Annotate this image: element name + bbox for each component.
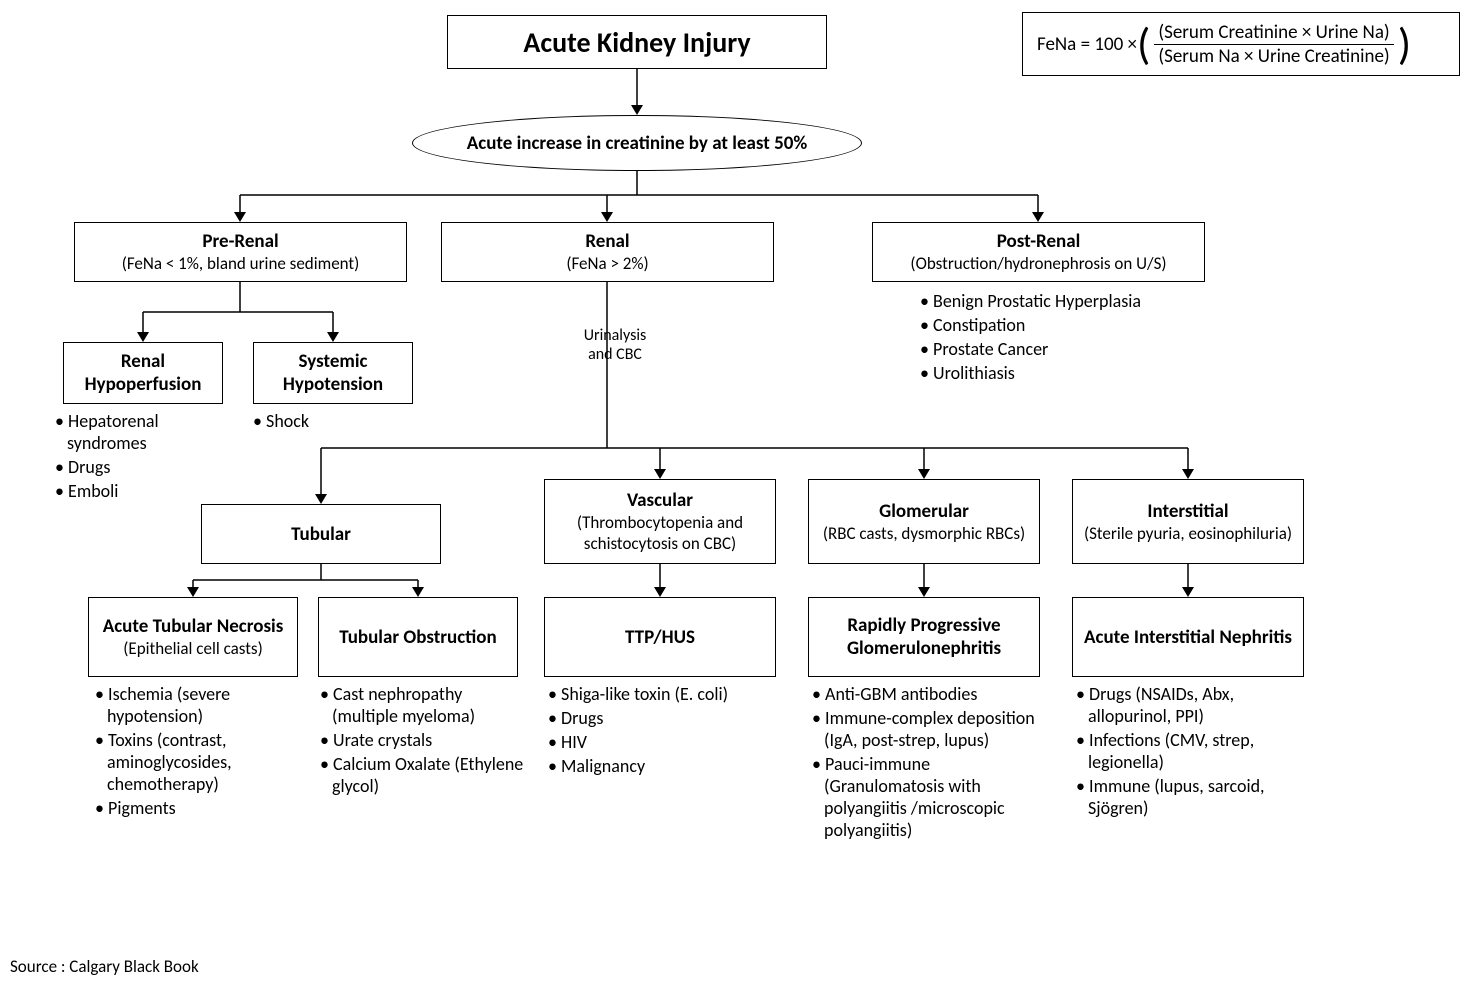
bullet-item: Pigments — [95, 797, 305, 819]
bullet-item: Constipation — [920, 314, 1220, 336]
tubular-box: Tubular — [201, 504, 441, 564]
ttp-hus-box: TTP/HUS — [544, 597, 776, 677]
node-subtitle: (Obstruction/hydronephrosis on U/S) — [910, 253, 1166, 274]
rpgn-box: Rapidly Progressive Glomerulonephritis — [808, 597, 1040, 677]
formula-lhs: FeNa = 100 × — [1037, 33, 1137, 56]
paren-icon: ) — [1398, 22, 1411, 66]
bullet-item: Pauci-immune (Granulomatosis with polyan… — [812, 753, 1044, 841]
rpgn-bullets: Anti-GBM antibodiesImmune-complex deposi… — [812, 683, 1044, 843]
postrenal-box: Post-Renal(Obstruction/hydronephrosis on… — [872, 222, 1205, 282]
node-title: Interstitial — [1147, 500, 1228, 523]
bullet-item: Toxins (contrast, aminoglycosides, chemo… — [95, 729, 305, 795]
node-title: Acute Kidney Injury — [523, 25, 750, 60]
node-title: Pre-Renal — [202, 230, 278, 253]
node-subtitle: (FeNa > 2%) — [566, 253, 648, 274]
bullet-item: Malignancy — [548, 755, 773, 777]
node-title: Rapidly Progressive Glomerulonephritis — [813, 614, 1035, 660]
bullet-item: Cast nephropathy (multiple myeloma) — [320, 683, 530, 727]
node-subtitle: (RBC casts, dysmorphic RBCs) — [823, 523, 1025, 544]
bullet-item: Drugs — [55, 456, 235, 478]
node-title: Post-Renal — [997, 230, 1081, 253]
node-title: Acute Interstitial Nephritis — [1084, 626, 1292, 649]
definition-text: Acute increase in creatinine by at least… — [467, 132, 808, 155]
bullet-item: Ischemia (severe hypotension) — [95, 683, 305, 727]
ttp-hus-bullets: Shiga-like toxin (E. coli)DrugsHIVMalign… — [548, 683, 773, 779]
title-box: Acute Kidney Injury — [447, 15, 827, 69]
node-title: Renal — [585, 230, 629, 253]
diagram-stage: Acute Kidney Injury Acute increase in cre… — [0, 0, 1476, 988]
tubular-obstruction-box: Tubular Obstruction — [318, 597, 518, 677]
urinalysis-cbc-label: Urinalysisand CBC — [570, 326, 660, 364]
node-title: Vascular — [627, 489, 693, 512]
tubular-obstruction-bullets: Cast nephropathy (multiple myeloma)Urate… — [320, 683, 530, 799]
bullet-item: Hepatorenal syndromes — [55, 410, 235, 454]
node-title: Tubular Obstruction — [339, 626, 496, 649]
bullet-item: Calcium Oxalate (Ethylene glycol) — [320, 753, 530, 797]
bullet-item: Shiga-like toxin (E. coli) — [548, 683, 773, 705]
definition-ellipse: Acute increase in creatinine by at least… — [412, 115, 862, 171]
bullet-item: Prostate Cancer — [920, 338, 1220, 360]
node-title: TTP/HUS — [625, 626, 695, 649]
bullet-item: Immune-complex deposition (IgA, post-str… — [812, 707, 1044, 751]
formula-numerator: (Serum Creatinine × Urine Na) — [1154, 21, 1393, 45]
node-title: Tubular — [291, 523, 351, 546]
node-title: Systemic Hypotension — [258, 350, 408, 396]
bullet-item: Infections (CMV, strep, legionella) — [1076, 729, 1308, 773]
node-title: Renal Hypoperfusion — [68, 350, 218, 396]
glomerular-box: Glomerular(RBC casts, dysmorphic RBCs) — [808, 479, 1040, 564]
systemic-hypotension-bullets: Shock — [253, 410, 403, 434]
bullet-item: HIV — [548, 731, 773, 753]
bullet-item: Drugs (NSAIDs, Abx, allopurinol, PPI) — [1076, 683, 1308, 727]
renal-hypoperfusion-bullets: Hepatorenal syndromesDrugsEmboli — [55, 410, 235, 504]
formula-denominator: (Serum Na × Urine Creatinine) — [1154, 45, 1393, 68]
interstitial-box: Interstitial(Sterile pyuria, eosinophilu… — [1072, 479, 1304, 564]
node-subtitle: (Thrombocytopenia and schistocytosis on … — [549, 512, 771, 554]
node-subtitle: (Epithelial cell casts) — [123, 638, 263, 659]
source-label: Source : Calgary Black Book — [10, 956, 199, 977]
fena-formula-box: FeNa = 100 ×((Serum Creatinine × Urine N… — [1022, 12, 1460, 76]
node-subtitle: (FeNa < 1%, bland urine sediment) — [122, 253, 360, 274]
atn-bullets: Ischemia (severe hypotension)Toxins (con… — [95, 683, 305, 821]
bullet-item: Shock — [253, 410, 403, 432]
ain-bullets: Drugs (NSAIDs, Abx, allopurinol, PPI)Inf… — [1076, 683, 1308, 821]
systemic-hypotension-box: Systemic Hypotension — [253, 342, 413, 404]
paren-icon: ( — [1137, 22, 1150, 66]
bullet-item: Emboli — [55, 480, 235, 502]
bullet-item: Anti-GBM antibodies — [812, 683, 1044, 705]
renal-hypoperfusion-box: Renal Hypoperfusion — [63, 342, 223, 404]
bullet-item: Urate crystals — [320, 729, 530, 751]
ain-box: Acute Interstitial Nephritis — [1072, 597, 1304, 677]
node-title: Glomerular — [879, 500, 969, 523]
vascular-box: Vascular(Thrombocytopenia and schistocyt… — [544, 479, 776, 564]
prerenal-box: Pre-Renal(FeNa < 1%, bland urine sedimen… — [74, 222, 407, 282]
node-subtitle: (Sterile pyuria, eosinophiluria) — [1084, 523, 1292, 544]
formula-fraction: (Serum Creatinine × Urine Na)(Serum Na ×… — [1154, 21, 1393, 68]
bullet-item: Drugs — [548, 707, 773, 729]
postrenal-bullets: Benign Prostatic HyperplasiaConstipation… — [920, 290, 1220, 386]
renal-box: Renal(FeNa > 2%) — [441, 222, 774, 282]
bullet-item: Immune (lupus, sarcoid, Sjögren) — [1076, 775, 1308, 819]
bullet-item: Benign Prostatic Hyperplasia — [920, 290, 1220, 312]
atn-box: Acute Tubular Necrosis(Epithelial cell c… — [88, 597, 298, 677]
bullet-item: Urolithiasis — [920, 362, 1220, 384]
node-title: Acute Tubular Necrosis — [103, 615, 284, 638]
